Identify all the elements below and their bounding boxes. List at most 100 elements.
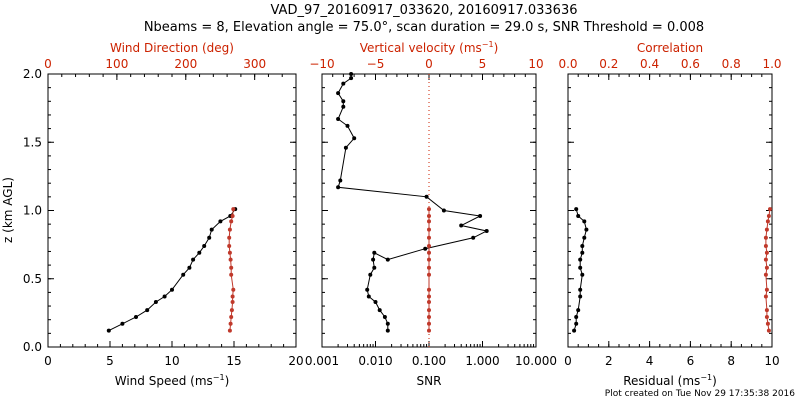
panel-right-correlation-point (766, 214, 771, 218)
panel-middle-bottom-axis-label: SNR (417, 374, 442, 388)
panel-left-wind-direction-point (227, 235, 232, 240)
panel-middle-snr-point (371, 257, 376, 262)
panel-middle-snr-point (336, 91, 341, 96)
panel-right-residual-point (574, 315, 579, 319)
panel-left-wind-direction-point (231, 207, 236, 212)
panel-left-x-tick-label: 5 (106, 354, 114, 368)
panel-right-residual-point (578, 287, 583, 292)
figure-subtitle: Nbeams = 8, Elevation angle = 75.0°, sca… (144, 20, 704, 35)
panel-right-top-tick-label: 0.6 (681, 57, 700, 71)
panel-middle-vertical-velocity-point (427, 272, 431, 277)
panel-middle-snr-point (368, 272, 373, 277)
panel-right-correlation-point (764, 265, 769, 270)
panel-right-correlation-point (763, 244, 768, 248)
panel-left-wind-direction-point (227, 250, 232, 255)
panel-right-correlation-point (764, 308, 769, 313)
panel-middle-vertical-velocity-point (427, 207, 431, 212)
panel-middle-vertical-velocity-point (427, 321, 431, 326)
panel-middle-snr-point (336, 185, 341, 190)
panel-middle-snr-point (336, 117, 341, 121)
panel-right-residual-point (574, 321, 579, 326)
panel-middle-snr-point (385, 257, 390, 262)
panel-middle-vertical-velocity-point (427, 328, 431, 333)
panel-right-residual-point (578, 257, 583, 262)
panel-right-residual-point (574, 207, 579, 212)
panel-middle-snr-point (365, 287, 370, 292)
panel-middle-vertical-velocity-point (427, 227, 431, 232)
panel-middle-snr-point (366, 294, 371, 299)
panel-right-residual-point (582, 219, 587, 224)
plot-marks (106, 72, 772, 347)
panel-right-residual-point (576, 214, 581, 218)
panel-right-residual-point (582, 235, 587, 240)
panel-right-top-tick-label: 0.4 (640, 57, 659, 71)
panel-right-top-tick-label: 1.0 (762, 57, 781, 71)
panel-right-residual-line (573, 208, 587, 331)
panel-middle-vertical-velocity-point (427, 219, 431, 224)
panel-middle-vertical-velocity-point (427, 257, 431, 262)
panel-middle-x-tick-label: 0.010 (358, 354, 392, 368)
panel-left-wind-direction-point (230, 300, 235, 304)
panel-right-residual-point (578, 294, 583, 299)
panel-middle-snr-point (385, 321, 390, 326)
panel-left-wind-speed-point (202, 244, 207, 248)
panel-right-correlation-line (765, 209, 771, 331)
panel-left-wind-speed-point (170, 287, 174, 292)
panel-middle-snr-point (352, 136, 357, 141)
panel-left-wind-speed-point (218, 219, 223, 224)
panel-middle-vertical-velocity-point (427, 300, 431, 304)
panel-left-wind-speed-point (106, 328, 111, 333)
panel-middle-snr-point (382, 315, 387, 319)
panel-middle-snr-point (372, 265, 377, 270)
panel-right-x-tick-label: 0 (564, 354, 572, 368)
plot-created-note: Plot created on Tue Nov 29 17:35:38 2016 (605, 389, 795, 399)
panel-middle-snr-point (423, 246, 428, 251)
panel-right-correlation-point (763, 294, 768, 299)
panel-left-wind-speed-point (145, 308, 150, 313)
panel-right-residual-point (580, 272, 585, 277)
panel-left-wind-direction-point (230, 294, 235, 299)
panel-middle-x-tick-label: 0.001 (305, 354, 339, 368)
panel-middle-snr-point (459, 223, 464, 228)
panel-middle-top-axis-label: Vertical velocity (ms−1) (360, 40, 499, 55)
panel-right-residual-point (580, 244, 585, 248)
panel-right-correlation-point (764, 250, 769, 255)
panel-middle-snr-point (341, 104, 346, 109)
panel-left-wind-direction-point (229, 272, 234, 277)
panel-middle-vertical-velocity-point (427, 308, 431, 313)
panel-middle-vertical-velocity-point (427, 287, 431, 292)
panel-left-x-tick-label: 15 (226, 354, 241, 368)
panel-left-wind-direction-point (227, 244, 232, 248)
panel-right-x-tick-label: 10 (764, 354, 779, 368)
panel-middle-snr-point (372, 250, 377, 255)
y-axis-label: z (km AGL) (1, 177, 15, 243)
panel-right-correlation-point (766, 328, 771, 333)
panel-middle-snr-point (484, 229, 489, 233)
panel-left-wind-direction-point (229, 265, 234, 270)
panel-left-top-tick-label: 0 (44, 57, 52, 71)
panel-left-wind-speed-point (187, 265, 192, 270)
panel-left-wind-speed-line (108, 208, 236, 332)
panel-middle-top-tick-label: 10 (528, 57, 543, 71)
panel-right-frame (567, 73, 773, 348)
panel-left-wind-direction-point (230, 214, 235, 218)
panel-middle-x-tick-label: 1.000 (465, 354, 499, 368)
panel-left-wind-speed-point (162, 294, 167, 299)
panel-middle-vertical-velocity-point (427, 315, 431, 319)
panel-middle-vertical-velocity-point (427, 235, 431, 240)
panel-middle-vertical-velocity-point (427, 244, 431, 248)
panel-middle-snr-point (471, 235, 476, 240)
panel-right-correlation-point (763, 257, 768, 262)
panel-left-wind-speed-point (191, 257, 196, 262)
panel-right-correlation-point (764, 287, 769, 292)
panel-left-wind-speed-point (209, 227, 214, 232)
panel-left-wind-direction-point (228, 257, 233, 262)
panel-middle-vertical-velocity-point (427, 214, 431, 218)
panel-right-residual-point (572, 328, 577, 333)
panel-left-wind-direction-point (227, 227, 232, 232)
panel-middle-snr-point (341, 81, 346, 86)
panel-left-wind-speed-point (134, 315, 138, 319)
panel-middle-x-tick-label: 10.000 (515, 354, 557, 368)
y-tick-label: 2.0 (23, 67, 42, 81)
